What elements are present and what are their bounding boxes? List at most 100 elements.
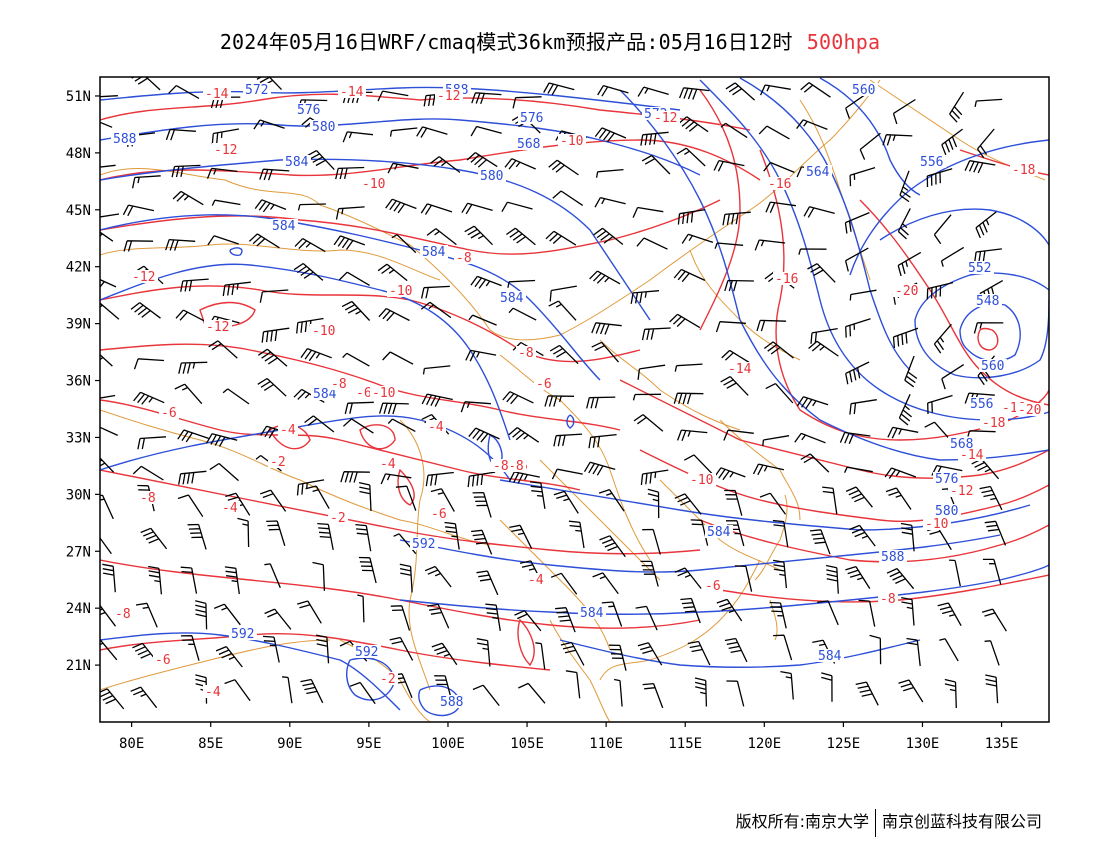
lat-tick-label: 36N (66, 374, 91, 390)
temperature-label-bg (558, 134, 586, 147)
wind-barb (470, 125, 502, 137)
wind-barb (132, 642, 160, 665)
wind-barb (884, 467, 917, 479)
wind-barb (940, 246, 965, 267)
wind-barb (470, 275, 502, 289)
temperature-contour-label: -10 (690, 473, 713, 488)
wind-barb (293, 262, 324, 281)
wind-barb (632, 393, 662, 401)
wind-barb (845, 486, 873, 508)
height-label-bg (270, 219, 298, 232)
temperature-contour-label: -14 (728, 362, 752, 377)
wind-barb (393, 533, 417, 555)
height-contour-label: 560 (852, 83, 875, 98)
wind-barb (333, 235, 366, 250)
wind-barb (342, 352, 370, 367)
temperature-label-bg (113, 607, 133, 620)
wind-barb (261, 327, 290, 343)
wind-barb (592, 572, 619, 595)
wind-barb (382, 351, 414, 365)
wind-barb (676, 147, 706, 167)
wind-barb (175, 309, 207, 323)
wind-barb (512, 96, 542, 109)
wind-barb (266, 520, 286, 546)
height-contour-label: 576 (935, 472, 958, 487)
wind-barb (608, 644, 627, 671)
wind-barb (501, 201, 533, 213)
wind-barb (135, 602, 158, 628)
wind-barb (892, 98, 916, 125)
wind-barb (424, 565, 452, 588)
wind-barb (209, 462, 239, 482)
temperature-contour-label: -2 (330, 511, 346, 526)
temperature-label-bg (526, 573, 546, 586)
wind-barb (636, 237, 668, 250)
wind-barb (306, 150, 335, 171)
footer-separator (874, 808, 876, 837)
wind-barb (544, 395, 575, 407)
temperature-contour-label: -2 (380, 672, 396, 687)
wind-barb (904, 355, 918, 388)
wind-barb (426, 228, 457, 246)
height-label-bg (111, 132, 139, 145)
height-label-bg (283, 155, 311, 168)
wind-barb (358, 556, 377, 584)
height-label-bg (243, 83, 271, 96)
temperature-label-bg (378, 457, 398, 470)
wind-barb (425, 471, 454, 487)
wind-barb (798, 248, 827, 255)
wind-barb (100, 95, 118, 98)
wind-barb (763, 341, 794, 359)
wind-barb (803, 206, 835, 218)
wind-barb (677, 208, 706, 225)
height-label-bg (410, 537, 438, 550)
wind-barb (434, 675, 453, 702)
wind-barb (984, 640, 1000, 666)
wind-barb (949, 559, 961, 587)
wind-barb (545, 230, 577, 246)
wind-barb (859, 132, 881, 160)
wind-barb (100, 231, 114, 242)
wind-barb (100, 536, 112, 555)
wind-barb (721, 349, 753, 365)
height-contour-label: 592 (231, 627, 254, 642)
wind-barb (674, 493, 702, 515)
wind-barb (565, 670, 581, 699)
wind-barb (975, 211, 997, 239)
wind-barb (315, 634, 330, 664)
lat-tick-label: 51N (66, 89, 91, 105)
wind-barb (476, 638, 491, 667)
temperature-contour-label: -8 (880, 592, 896, 607)
height-contour-label: 580 (480, 169, 503, 184)
wind-barb (472, 684, 500, 707)
wind-barb (886, 568, 915, 590)
temperature-label-bg (204, 320, 232, 333)
temperature-contour-label: -4 (428, 420, 444, 435)
lon-tick-label: 115E (668, 736, 702, 752)
temperature-contour-label: -10 (362, 177, 385, 192)
temperature-contour-label: -10 (312, 324, 335, 339)
lat-tick-label: 42N (66, 260, 91, 276)
wind-barb (597, 84, 629, 97)
height-label-bg (353, 645, 381, 658)
temperature-contour-label: -16 (775, 272, 798, 287)
wind-barb (964, 392, 995, 405)
height-contour-label: 592 (355, 645, 378, 660)
wind-barb (849, 289, 877, 301)
wind-barb (100, 164, 116, 168)
temperature-contour-label: -12 (206, 320, 229, 335)
height-contour-label: 580 (935, 504, 958, 519)
wind-barb (420, 301, 452, 319)
height-label-bg (498, 291, 526, 304)
wind-barb (976, 128, 995, 159)
wind-barb (669, 313, 701, 329)
wind-barb (222, 388, 250, 405)
wind-barb (906, 637, 921, 667)
wind-barb (180, 278, 209, 292)
temperature-contour-label: -12 (132, 270, 155, 285)
wind-barb (476, 570, 499, 596)
wind-barb (591, 322, 622, 335)
lon-tick-label: 100E (431, 736, 465, 752)
wind-barb (211, 199, 241, 206)
temperature-contour-label: -12 (654, 111, 677, 126)
